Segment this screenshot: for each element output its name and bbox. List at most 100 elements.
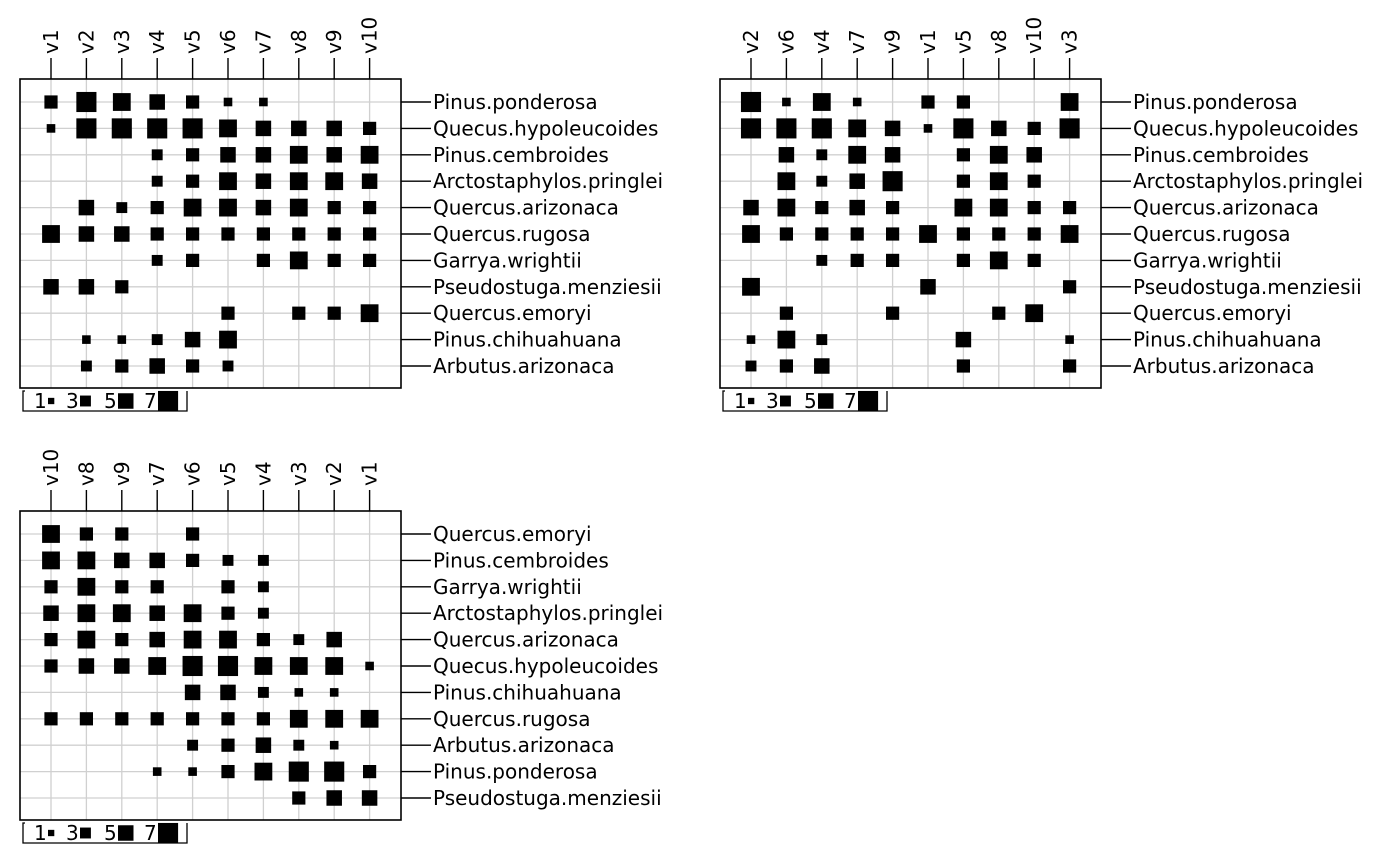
legend-label: 7 xyxy=(144,821,157,845)
cell-square xyxy=(149,605,165,621)
cell-square xyxy=(78,199,95,216)
cell-square xyxy=(361,790,378,806)
row-label: Arbutus.arizonaca xyxy=(1133,354,1315,378)
cell-square xyxy=(114,226,130,242)
column-label: v5 xyxy=(951,29,975,54)
cell-square xyxy=(292,306,306,320)
cell-square xyxy=(186,253,200,267)
cell-square xyxy=(293,634,305,646)
legend-label: 3 xyxy=(66,821,79,845)
column-label: v7 xyxy=(251,29,275,54)
cell-square xyxy=(849,173,865,189)
cell-square xyxy=(222,360,234,372)
cell-square xyxy=(991,120,1007,137)
cell-square xyxy=(1060,93,1079,111)
cell-square xyxy=(956,174,970,188)
cell-square xyxy=(852,97,862,107)
legend-square xyxy=(80,827,91,839)
cell-square xyxy=(360,709,379,728)
cell-square xyxy=(44,580,58,594)
legend-label: 7 xyxy=(144,389,157,413)
column-label: v3 xyxy=(110,29,134,54)
legend-label: 3 xyxy=(766,389,779,413)
column-label: v10 xyxy=(39,449,63,486)
row-label: Quecus.hypoleucoides xyxy=(433,116,658,140)
cell-square xyxy=(884,147,901,163)
cell-square xyxy=(882,171,903,192)
cell-square xyxy=(255,120,272,137)
cell-square xyxy=(778,147,795,163)
cell-square xyxy=(150,712,164,726)
row-label: Pinus.cembroides xyxy=(433,143,609,167)
column-label: v1 xyxy=(358,461,382,486)
legend-label: 5 xyxy=(104,821,117,845)
legend-square xyxy=(858,390,879,412)
row-label: Quercus.rugosa xyxy=(433,707,590,731)
cell-square xyxy=(221,227,235,241)
cell-square xyxy=(186,553,200,567)
cell-square xyxy=(886,201,900,215)
cell-square xyxy=(186,174,200,188)
column-label: v2 xyxy=(322,461,346,486)
cell-square xyxy=(365,661,374,671)
cell-square xyxy=(740,91,762,113)
cell-square xyxy=(288,761,309,782)
row-label: Quercus.rugosa xyxy=(1133,222,1290,246)
column-label: v6 xyxy=(774,29,798,54)
cell-square xyxy=(77,577,96,596)
cell-square xyxy=(186,227,200,241)
cell-square xyxy=(361,173,378,189)
cell-square xyxy=(289,172,308,191)
legend-label: 5 xyxy=(104,389,117,413)
column-label: v3 xyxy=(1058,29,1082,54)
cell-square xyxy=(989,172,1008,191)
cell-square xyxy=(254,762,273,781)
cell-square xyxy=(77,630,96,649)
cell-square xyxy=(149,631,165,648)
row-label: Garrya.wrightii xyxy=(433,248,582,272)
cell-square xyxy=(112,93,131,111)
row-label: Quercus.rugosa xyxy=(433,222,590,246)
cell-square xyxy=(325,657,344,675)
cell-square xyxy=(183,198,202,217)
row-label: Pinus.ponderosa xyxy=(1133,90,1298,114)
legend-square xyxy=(80,395,91,407)
cell-square xyxy=(953,118,974,139)
column-label: v2 xyxy=(739,29,763,54)
cell-square xyxy=(184,684,201,701)
cell-square xyxy=(217,655,239,677)
legend-box xyxy=(22,822,188,844)
legend-box xyxy=(722,390,888,412)
column-label: v1 xyxy=(916,29,940,54)
cell-square xyxy=(256,227,270,241)
cell-square xyxy=(149,94,165,110)
legend-square xyxy=(158,822,179,844)
cell-square xyxy=(43,605,59,621)
cell-square xyxy=(43,279,59,295)
cell-square xyxy=(1026,147,1042,163)
cell-square xyxy=(956,227,970,241)
cell-square xyxy=(327,306,341,320)
row-label: Arctostaphylos.pringlei xyxy=(433,169,663,193)
cell-square xyxy=(77,551,96,570)
legend-square xyxy=(748,397,755,405)
cell-square xyxy=(850,227,864,241)
cell-square xyxy=(150,227,164,241)
cell-square xyxy=(884,120,901,137)
cell-square xyxy=(779,227,793,241)
cell-square xyxy=(186,712,200,726)
cell-square xyxy=(186,95,200,109)
legend-square xyxy=(158,390,179,412)
legend-box xyxy=(22,390,188,412)
cell-square xyxy=(257,607,269,619)
cell-square xyxy=(115,580,129,594)
cell-square xyxy=(221,765,235,779)
row-label: Quercus.arizonaca xyxy=(433,628,619,652)
row-label: Arctostaphylos.pringlei xyxy=(433,601,663,625)
cell-square xyxy=(115,280,129,294)
cell-square xyxy=(148,657,167,675)
cell-square xyxy=(289,198,308,217)
cell-square xyxy=(182,118,203,139)
cell-square xyxy=(289,657,308,675)
column-label: v4 xyxy=(810,29,834,54)
